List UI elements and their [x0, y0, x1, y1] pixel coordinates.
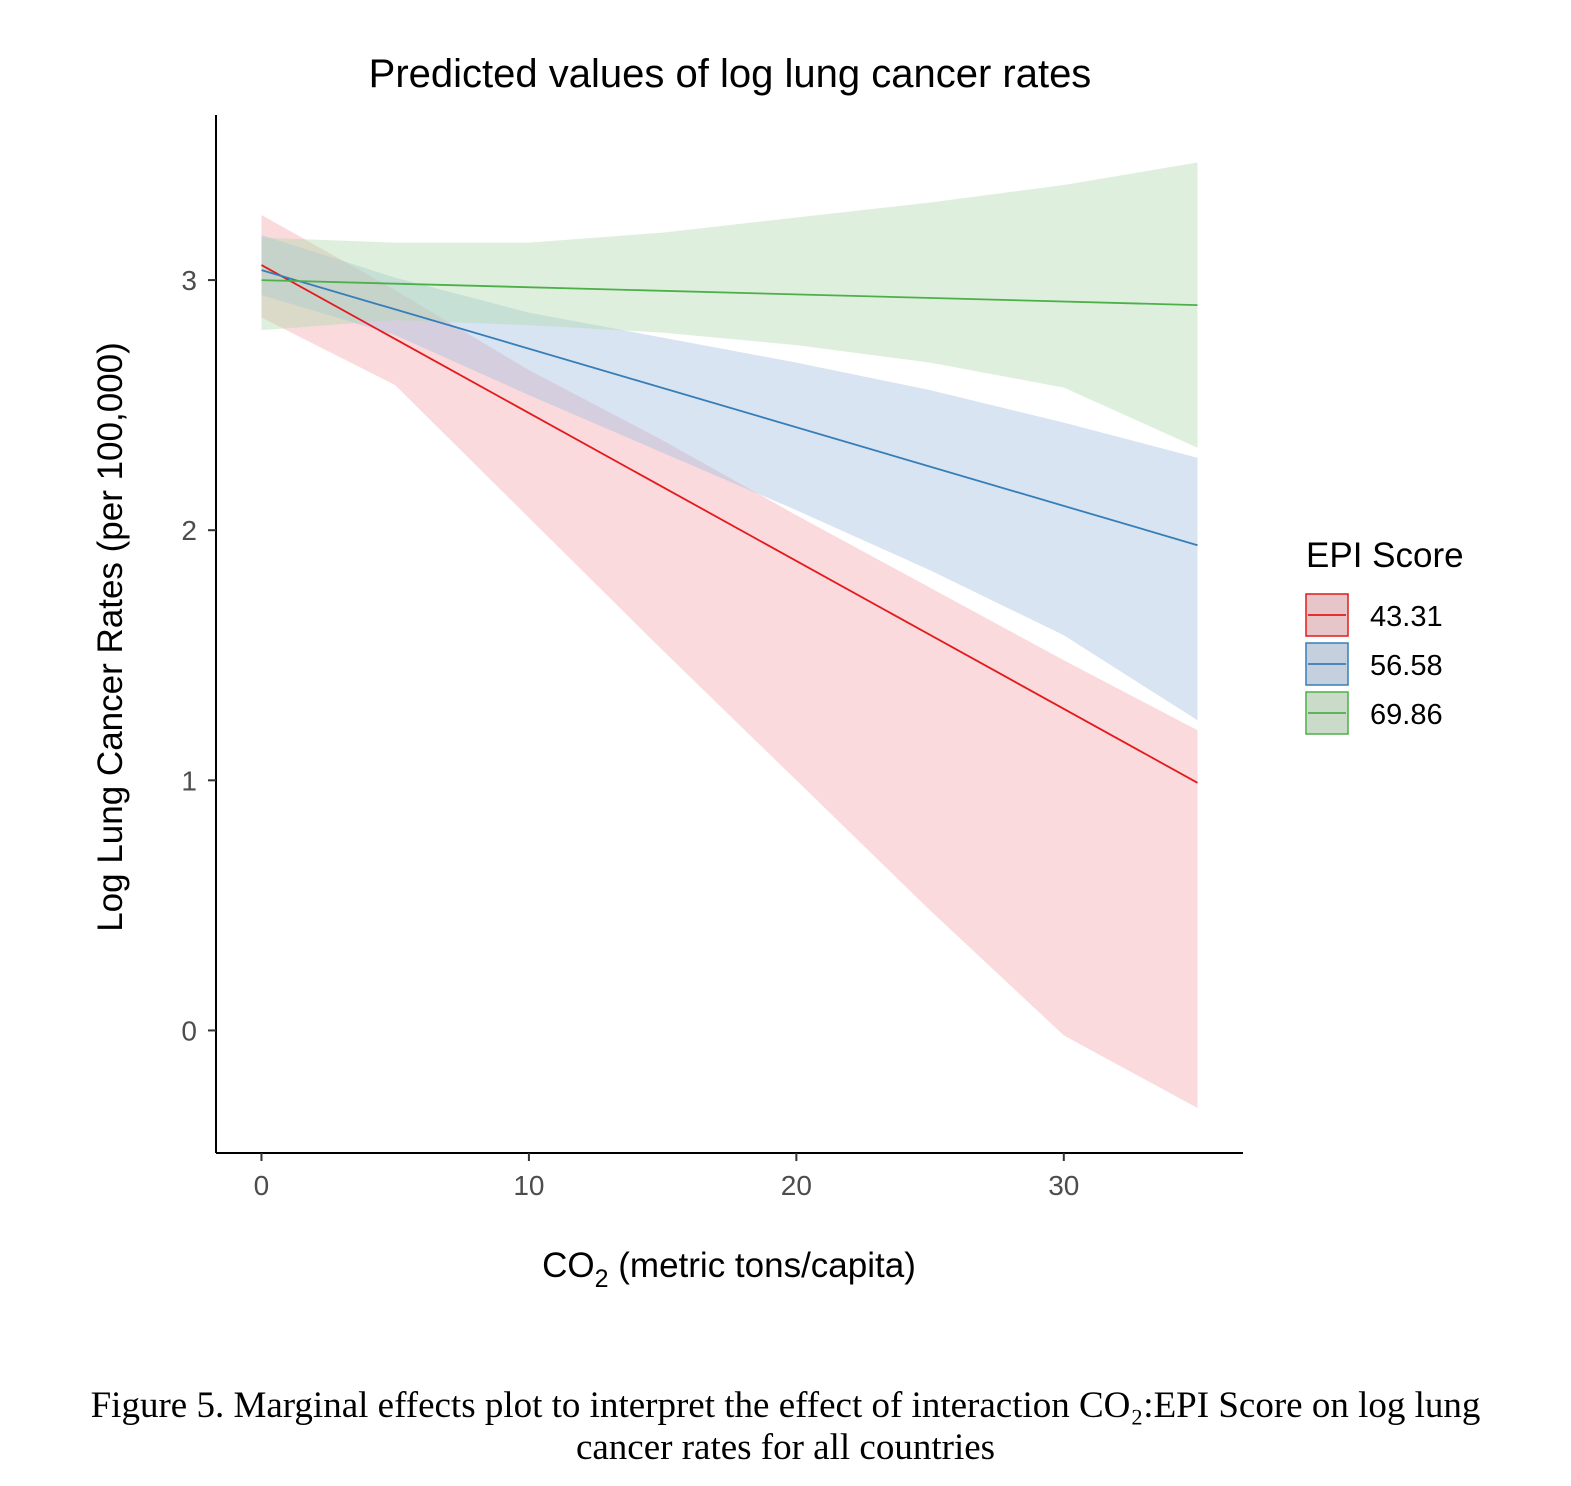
series-line-1 [261, 269, 1198, 547]
legend-item-1: 56.58 [1305, 642, 1443, 686]
ci-ribbon-1 [261, 235, 1198, 721]
x-axis-label-subscript: 2 [595, 1265, 609, 1293]
y-tick-label-2: 2 [181, 515, 197, 546]
legend-item-2: 69.86 [1305, 691, 1443, 735]
x-axis-label-suffix: (metric tons/capita) [609, 1246, 916, 1285]
x-axis-ticks: 0 10 20 30 [254, 1153, 1079, 1201]
x-tick-label-3: 30 [1048, 1170, 1079, 1201]
legend-title: EPI Score [1306, 536, 1464, 575]
ci-ribbon-2 [261, 162, 1198, 448]
prediction-lines [261, 264, 1198, 784]
confidence-ribbons [261, 162, 1198, 1108]
y-axis-ticks: 0 1 2 3 [181, 265, 216, 1046]
ci-ribbon-0 [261, 215, 1198, 1108]
x-tick-label-0: 0 [254, 1170, 270, 1201]
figure-caption: Figure 5. Marginal effects plot to inter… [0, 1385, 1571, 1469]
legend-label-2: 69.86 [1370, 699, 1443, 731]
x-tick-label-2: 20 [781, 1170, 812, 1201]
caption-line-2: cancer rates for all countries [575, 1427, 996, 1468]
legend: EPI Score 43.31 56.58 69.86 [1305, 536, 1464, 735]
chart-title: Predicted values of log lung cancer rate… [369, 52, 1092, 96]
x-axis-label-prefix: CO [542, 1246, 595, 1285]
axes: 0 10 20 30 0 1 2 3 [181, 115, 1243, 1201]
caption-line-1: Figure 5. Marginal effects plot to inter… [90, 1385, 1481, 1426]
y-tick-label-3: 3 [181, 265, 197, 296]
legend-label-1: 56.58 [1370, 650, 1443, 682]
x-tick-label-1: 10 [513, 1170, 544, 1201]
legend-item-0: 43.31 [1305, 593, 1443, 637]
plot-area [261, 162, 1198, 1108]
y-axis-label: Log Lung Cancer Rates (per 100,000) [91, 342, 130, 932]
legend-label-0: 43.31 [1370, 601, 1443, 633]
y-tick-label-0: 0 [181, 1015, 197, 1046]
y-tick-label-1: 1 [181, 765, 197, 796]
series-line-0 [261, 264, 1198, 784]
legend-keys: 43.31 56.58 69.86 [1305, 593, 1443, 735]
series-line-2 [261, 279, 1198, 306]
marginal-effects-chart: Predicted values of log lung cancer rate… [91, 52, 1464, 1293]
x-axis-label: CO2 (metric tons/capita) [542, 1246, 916, 1293]
